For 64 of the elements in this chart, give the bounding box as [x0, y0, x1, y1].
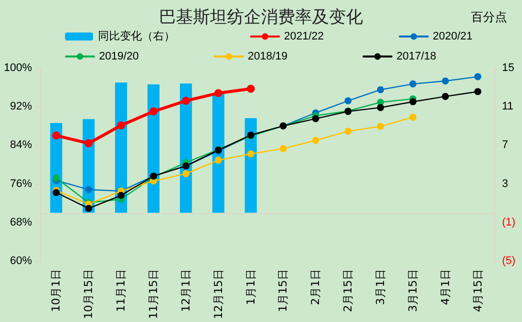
bar	[244, 118, 257, 213]
y-tick-label: 100%	[4, 62, 32, 74]
y2-tick-label: 15	[502, 62, 514, 74]
x-tick-label: 1月15日	[276, 269, 290, 312]
point	[85, 204, 92, 212]
y2-axis-title: 百分点	[471, 10, 507, 24]
point	[182, 96, 190, 105]
point	[52, 132, 60, 140]
y2-tick-label: (1)	[502, 216, 516, 228]
y-tick-label: 76%	[10, 178, 32, 190]
legend-label: 2021/22	[284, 30, 324, 42]
x-tick-label: 1月1日	[244, 269, 258, 306]
point	[214, 89, 222, 98]
point	[150, 107, 158, 116]
y2-tick-label: (5)	[502, 255, 516, 268]
point	[377, 86, 384, 94]
point	[247, 150, 254, 158]
x-tick-label: 2月1日	[309, 269, 322, 306]
x-tick-label: 12月1日	[179, 269, 192, 312]
point	[85, 186, 92, 194]
point	[344, 128, 352, 135]
x-tick-label: 3月15日	[406, 269, 420, 312]
x-tick-label: 4月1日	[438, 269, 452, 306]
point	[214, 156, 222, 164]
y2-tick-label: 11	[502, 100, 514, 113]
point	[377, 122, 384, 130]
bar	[212, 93, 224, 213]
legend-label: 2020/21	[432, 30, 473, 42]
legend-label: 2017/18	[396, 50, 436, 62]
point	[409, 80, 416, 88]
y-tick-label: 68%	[10, 216, 32, 228]
point	[344, 97, 352, 104]
point	[409, 98, 416, 106]
x-tick-label: 2月15日	[342, 269, 355, 312]
point	[118, 192, 125, 199]
x-tick-label: 11月15日	[147, 269, 160, 320]
point	[182, 170, 190, 178]
point	[474, 73, 482, 80]
legend-label: 同比变化（右）	[98, 30, 175, 42]
legend-label: 2018/19	[248, 50, 288, 62]
x-tick-label: 10月15日	[82, 269, 96, 320]
point	[377, 104, 384, 112]
point	[312, 115, 320, 122]
point	[442, 78, 449, 85]
x-tick-label: 4月15日	[471, 269, 484, 312]
point	[474, 88, 482, 96]
point	[117, 121, 126, 130]
x-tick-label: 3月1日	[374, 269, 387, 306]
y2-tick-label: 7	[502, 139, 508, 152]
point	[280, 145, 287, 152]
point	[246, 84, 255, 93]
point	[442, 92, 449, 100]
point	[409, 114, 416, 121]
x-tick-label: 11月1日	[114, 269, 128, 312]
legend-label: 2019/20	[99, 50, 139, 62]
chart-title: 巴基斯坦纺企消费率及变化	[159, 8, 363, 28]
x-tick-label: 12月15日	[212, 269, 225, 320]
point	[84, 139, 93, 148]
y-tick-label: 84%	[10, 139, 32, 152]
y-tick-label: 60%	[10, 255, 32, 268]
y-tick-label: 92%	[10, 100, 32, 113]
point	[312, 136, 320, 144]
y2-tick-label: 3	[502, 178, 508, 190]
x-tick-label: 10月1日	[50, 269, 63, 312]
